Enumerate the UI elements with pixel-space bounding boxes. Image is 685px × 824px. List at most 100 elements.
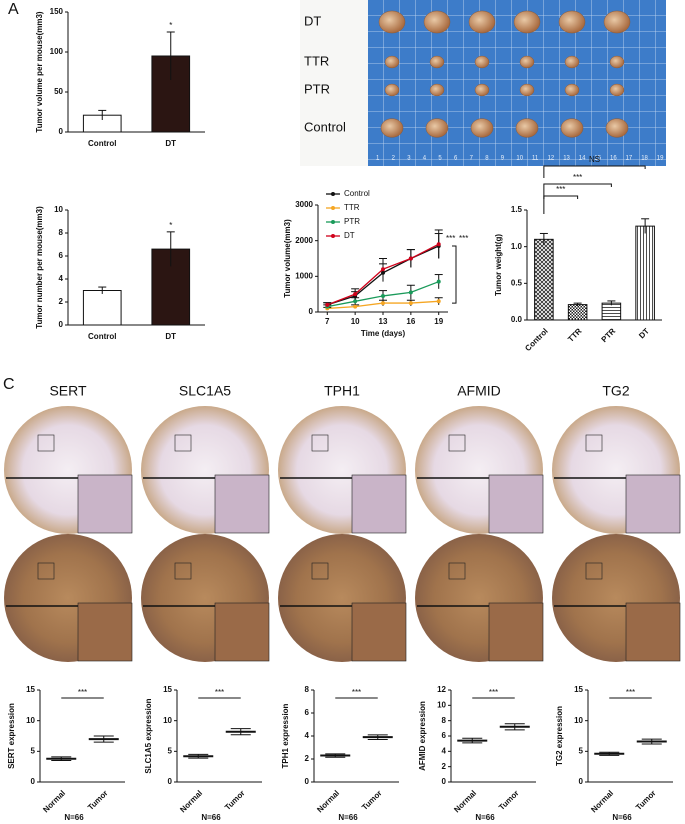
x-tick-label: 7 [325,317,330,326]
y-tick-label: 15 [26,685,35,694]
tumor [380,118,404,138]
ruler-number: 4 [423,156,427,162]
tumor [609,83,625,97]
x-axis-label: N=66 [201,813,221,822]
y-tick-label: 4 [442,746,447,755]
y-tick-label: 0 [305,777,310,786]
legend-label: PTR [344,217,360,226]
x-tick-label: DT [165,139,176,148]
row-label: TTR [304,53,329,68]
tumor [429,83,445,97]
bar [534,238,554,321]
x-tick-label: TTR [566,326,584,344]
y-axis-label: AFMID expression [418,701,427,771]
x-tick-label: Control [88,332,116,341]
row-label: DT [304,13,321,28]
y-tick-label: 6 [305,708,310,717]
x-axis-label: Time (days) [361,329,406,338]
ruler-number: 16 [610,156,617,162]
x-tick-label: Tumor [86,789,110,813]
y-tick-label: 8 [442,716,447,725]
y-tick-label: 10 [437,700,446,709]
y-tick-label: 6 [59,251,64,260]
zoom-box [311,434,329,452]
annotation: *** [459,234,468,243]
panel-label: C [3,376,15,393]
bar [567,304,588,321]
x-tick-label: Normal [589,789,615,815]
ruler-number: 2 [392,156,396,162]
tumor [384,83,400,97]
marker-header: AFMID [457,383,501,399]
tumor [560,118,584,138]
x-tick-label: Tumor [634,789,658,813]
annotation: NS [589,155,600,164]
x-tick-label: Tumor [360,789,384,813]
tumor [609,55,625,69]
y-tick-label: 1.5 [511,205,523,214]
ruler-number: 12 [548,156,555,162]
point [408,301,413,306]
inset [625,474,681,534]
tumor [474,83,490,97]
bar [82,290,122,326]
x-tick-label: 16 [406,317,415,326]
y-tick-label: 100 [50,47,64,56]
annotation: *** [352,688,361,697]
zoom-box [585,562,603,580]
point [353,299,358,304]
annotation: *** [556,185,565,194]
point [353,304,358,309]
y-tick-label: 8 [305,685,310,694]
inset [77,474,133,534]
tumor [429,55,445,69]
ruler-number: 8 [485,156,489,162]
inset [351,602,407,662]
y-tick-label: 10 [54,205,63,214]
legend-label: Control [344,189,370,198]
y-tick-label: 6 [442,731,447,740]
ihc-images: SERT SLC1A5 TPH1 AFMID TG2 [4,383,681,662]
ruler-number: 3 [407,156,411,162]
ruler-number: 18 [641,156,648,162]
tumor [564,83,580,97]
x-tick-label: DT [637,326,651,340]
y-axis-label: SLC1A5 expression [144,698,153,773]
inset [77,602,133,662]
annotation: * [169,21,172,30]
x-tick-label: Normal [178,789,204,815]
tumor [605,118,629,138]
point [325,302,330,307]
row-label: Control [304,119,346,134]
y-tick-label: 1.0 [511,242,523,251]
y-tick-label: 10 [163,716,172,725]
y-tick-label: 4 [59,274,64,283]
tumor [513,10,541,34]
y-axis-label: Tumor volume(mm3) [283,219,292,298]
x-tick-label: Normal [452,789,478,815]
inset [214,474,270,534]
x-tick-label: 19 [434,317,443,326]
ruler-number: 17 [626,156,633,162]
legend-label: DT [344,231,355,240]
tumor [468,10,496,34]
zoom-box [174,562,192,580]
ruler-number: 10 [516,156,523,162]
bracket [543,183,612,199]
y-tick-label: 0.0 [511,315,523,324]
y-tick-label: 0 [309,307,314,316]
x-tick-label: Tumor [223,789,247,813]
tumor [564,55,580,69]
annotation: *** [215,688,224,697]
x-tick-label: 10 [351,317,360,326]
point [381,293,385,298]
point [436,279,441,284]
bar [635,225,655,321]
y-tick-label: 0.5 [511,278,523,287]
zoom-box [448,562,466,580]
y-tick-label: 2 [305,754,310,763]
point [436,242,441,247]
y-axis-label: Tumor volume per mouse(mm3) [35,11,44,133]
